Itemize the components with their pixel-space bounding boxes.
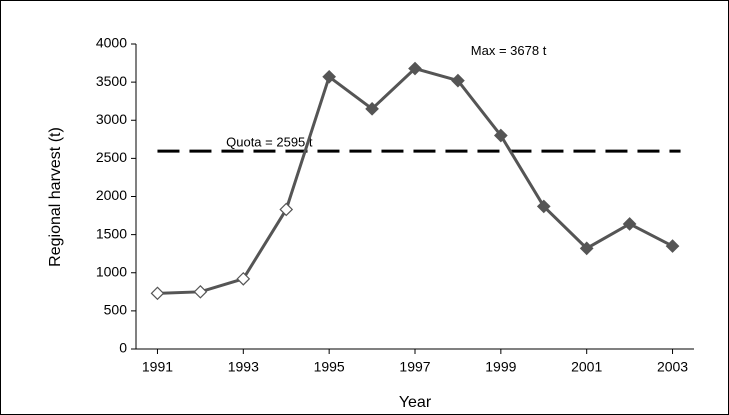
data-point [493,128,508,143]
y-tick-label: 3000 [96,111,127,127]
data-point [279,202,294,217]
y-tick-label: 2000 [96,187,127,203]
y-tick-label: 1500 [96,225,127,241]
data-point [536,199,551,214]
x-tick-label: 1991 [142,359,173,375]
data-point [322,69,337,84]
data-point [150,286,165,301]
y-tick-label: 0 [119,340,127,356]
y-tick-label: 2500 [96,149,127,165]
y-axis-label: Regional harvest (t) [47,127,64,267]
data-point [408,61,422,76]
y-tick-label: 500 [104,302,128,318]
data-point [193,284,208,299]
x-axis-label: Year [399,394,432,411]
data-point [451,73,465,88]
x-tick-label: 2003 [657,359,688,375]
data-point [665,239,680,253]
annotation: Max = 3678 t [471,43,547,58]
x-tick-label: 1997 [399,359,430,375]
y-tick-label: 4000 [96,35,127,51]
x-tick-label: 1999 [485,359,516,375]
data-point [579,241,594,256]
y-tick-label: 3500 [96,73,127,89]
data-point [622,217,637,231]
annotation: Quota = 2595 t [226,135,313,150]
x-tick-label: 2001 [571,359,602,375]
x-tick-label: 1995 [314,359,345,375]
data-point [365,101,379,116]
x-tick-label: 1993 [228,359,259,375]
data-point [236,272,251,286]
y-tick-label: 1000 [96,263,127,279]
